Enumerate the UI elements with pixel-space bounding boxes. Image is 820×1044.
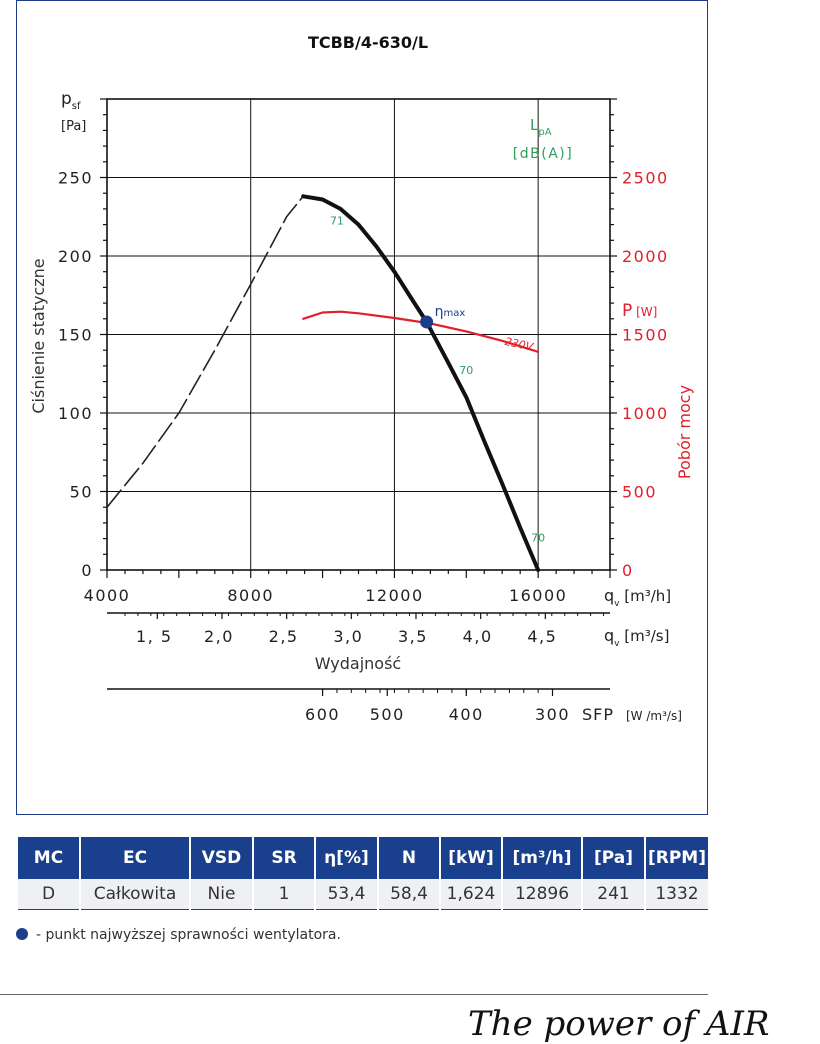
- table-header-row: MC EC VSD SR η[%] N [kW] [m³/h] [Pa] [RP…: [18, 837, 708, 879]
- x-tick-label: 4000: [84, 586, 131, 605]
- secondary-axis-tick-label: 3,5: [398, 627, 428, 646]
- table-cell-ec: Całkowita: [79, 879, 190, 910]
- noise-unit: [dB(A)]: [513, 146, 573, 162]
- x-tick-label: 8000: [227, 586, 274, 605]
- series-line-unstable: [106, 195, 304, 508]
- power-axis-label: Pobór mocy: [675, 385, 694, 479]
- secondary-axis-symbol: qv [m³/s]: [604, 626, 669, 649]
- noise-symbol: LpA: [530, 116, 552, 138]
- power-tick-label: 500: [622, 483, 657, 502]
- table-cell-rpm: 1332: [644, 879, 708, 910]
- table-cell-power: 1,624: [439, 879, 502, 910]
- power-tick-label: 0: [622, 561, 634, 580]
- y-axis-label: Ciśnienie statyczne: [29, 258, 48, 413]
- table-header-airflow: [m³/h]: [501, 837, 582, 879]
- table-cell-sr: 1: [252, 879, 315, 910]
- table-header-pressure: [Pa]: [581, 837, 645, 879]
- footer-divider: [0, 994, 708, 995]
- x-axis-symbol: qv [m³/h]: [604, 586, 671, 609]
- sfp-axis-unit: [W /m³/s]: [626, 709, 682, 723]
- y-axis-symbol: psf: [61, 89, 81, 112]
- table-header-n: N: [377, 837, 440, 879]
- table-header-mc: MC: [18, 837, 80, 879]
- power-tick-label: 2000: [622, 247, 669, 266]
- table-header-efficiency: η[%]: [314, 837, 378, 879]
- brand-logo: The power of AIR: [468, 1004, 770, 1044]
- y-tick-label: 200: [58, 247, 93, 266]
- secondary-axis-tick-label: 4,5: [527, 627, 557, 646]
- power-axis-header: P [W]: [622, 301, 657, 321]
- y-tick-label: 100: [58, 404, 93, 423]
- power-tick-label: 2500: [622, 169, 669, 188]
- eta-max-point: [420, 315, 434, 329]
- noise-value-label: 70: [459, 364, 473, 377]
- sfp-axis-tick-label: 400: [449, 705, 484, 724]
- power-tick-label: 1500: [622, 326, 669, 345]
- table-header-power: [kW]: [439, 837, 502, 879]
- spec-table: MC EC VSD SR η[%] N [kW] [m³/h] [Pa] [RP…: [18, 837, 708, 910]
- secondary-axis-tick-label: 3,0: [333, 627, 363, 646]
- y-tick-label: 250: [58, 169, 93, 188]
- table-header-vsd: VSD: [189, 837, 253, 879]
- x-tick-label: 12000: [365, 586, 423, 605]
- noise-value-label: 70: [531, 532, 545, 545]
- chart-title: TCBB/4-630/L: [308, 33, 428, 52]
- y-tick-label: 0: [81, 561, 93, 580]
- secondary-axis-label: Wydajność: [315, 654, 401, 673]
- table-header-ec: EC: [79, 837, 190, 879]
- table-cell-pressure: 241: [581, 879, 645, 910]
- legend-text: - punkt najwyższej sprawności wentylator…: [36, 927, 341, 943]
- table-cell-mc: D: [18, 879, 80, 910]
- table-cell-airflow: 12896: [501, 879, 582, 910]
- eta-max-label: ηmax: [435, 304, 466, 320]
- series-label-power: 230V: [504, 335, 536, 354]
- legend-note: - punkt najwyższej sprawności wentylator…: [16, 927, 341, 943]
- secondary-axis-tick-label: 1, 5: [136, 627, 173, 646]
- noise-value-label: 71: [330, 215, 344, 228]
- power-tick-label: 1000: [622, 404, 669, 423]
- table-cell-efficiency: 53,4: [314, 879, 378, 910]
- table-cell-n: 58,4: [377, 879, 440, 910]
- table-header-sr: SR: [252, 837, 315, 879]
- table-header-rpm: [RPM]: [644, 837, 708, 879]
- secondary-axis-tick-label: 2,0: [204, 627, 234, 646]
- sfp-axis-label: SFP: [582, 705, 614, 724]
- y-tick-label: 50: [70, 483, 93, 502]
- x-tick-label: 16000: [509, 586, 567, 605]
- secondary-axis-tick-label: 4,0: [463, 627, 493, 646]
- sfp-axis-tick-label: 600: [305, 705, 340, 724]
- sfp-axis-tick-label: 300: [535, 705, 570, 724]
- chart-frame: [16, 0, 708, 815]
- table-cell-vsd: Nie: [189, 879, 253, 910]
- sfp-axis-tick-label: 500: [370, 705, 405, 724]
- table-row: D Całkowita Nie 1 53,4 58,4 1,624 12896 …: [18, 879, 708, 910]
- y-axis-unit: [Pa]: [61, 119, 86, 134]
- y-tick-label: 150: [58, 326, 93, 345]
- series-line-power: [302, 310, 540, 353]
- series-line-pressure: [301, 194, 541, 572]
- secondary-axis-tick-label: 2,5: [269, 627, 299, 646]
- eta-max-dot-icon: [16, 928, 28, 940]
